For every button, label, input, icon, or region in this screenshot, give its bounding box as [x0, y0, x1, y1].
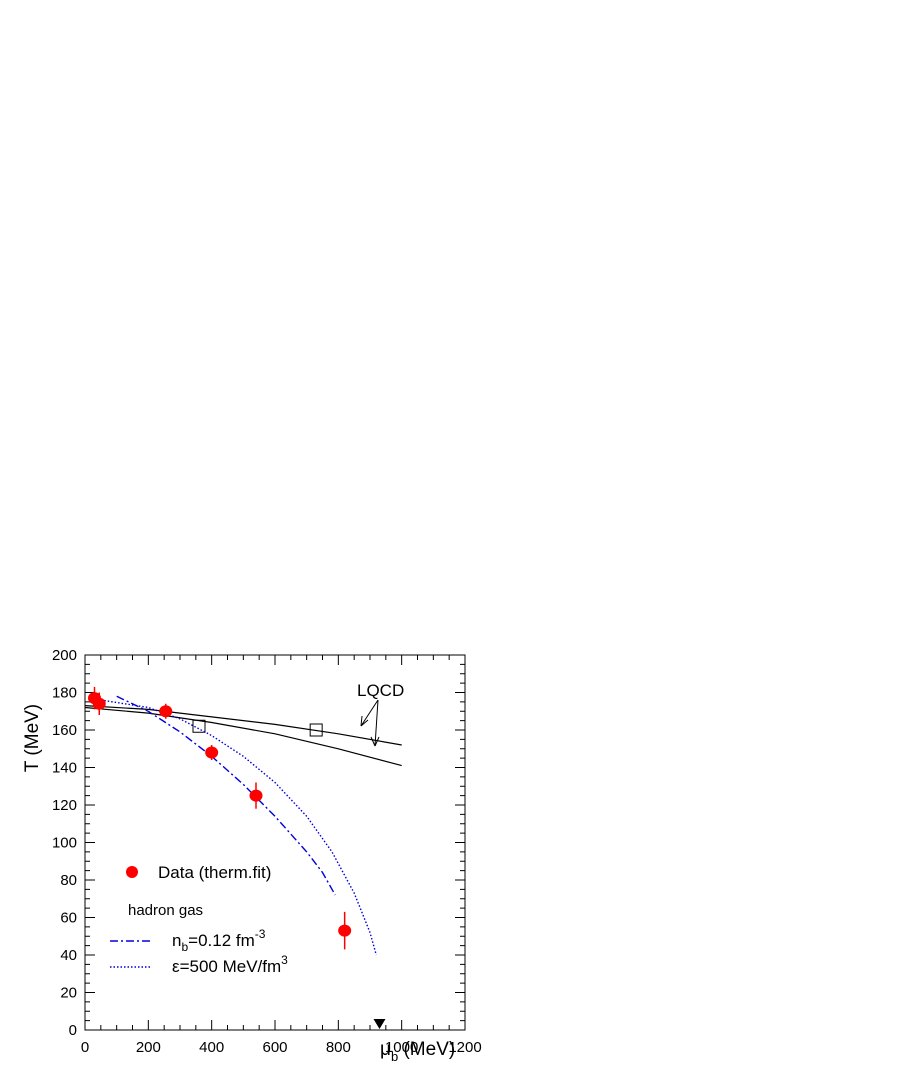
y-tick-label: 180 — [52, 685, 77, 702]
lqcd-line — [84, 705, 402, 746]
x-tick-label: 400 — [199, 1039, 224, 1056]
lqcd-arrow-2-head — [370, 736, 380, 747]
data-point — [249, 789, 263, 802]
data-points — [88, 686, 352, 950]
y-tick-label: 100 — [52, 835, 77, 852]
hadron-gas-label: hadron gas — [128, 902, 203, 919]
data-point — [159, 705, 173, 718]
data-point — [205, 746, 219, 759]
y-tick-label: 120 — [52, 797, 77, 814]
x-tick-label: 800 — [326, 1039, 351, 1056]
lqcd-arrow-1-head — [360, 715, 369, 727]
x-tick-label: 1200 — [448, 1039, 481, 1056]
y-tick-label: 200 — [52, 647, 77, 664]
x-tick-label: 0 — [81, 1039, 89, 1056]
y-tick-label: 0 — [69, 1022, 77, 1039]
lqcd-label: LQCD — [357, 681, 404, 700]
legend-data-symbol — [126, 866, 138, 878]
lqcd-line — [84, 706, 402, 767]
legend-data-label: Data (therm.fit) — [158, 863, 271, 882]
x-tick-label: 1000 — [385, 1039, 418, 1056]
legend-nb-label: nb=0.12 fm-3 — [172, 927, 266, 954]
x-tick-label: 200 — [136, 1039, 161, 1056]
lqcd-open-square — [309, 723, 323, 737]
lqcd-arrow-1 — [360, 699, 379, 727]
triangle-marker — [373, 1019, 386, 1029]
y-tick-label: 140 — [52, 760, 77, 777]
lqcd-arrow-2 — [374, 699, 379, 747]
x-tick-labels: 0 200 400 600 800 1000 1200 — [81, 1039, 482, 1056]
x-tick-label: 600 — [262, 1039, 287, 1056]
y-tick-label: 20 — [60, 985, 77, 1002]
y-tick-label: 160 — [52, 722, 77, 739]
lqcd-open-square — [192, 719, 206, 733]
lqcd-lines — [84, 705, 402, 767]
y-tick-label: 60 — [60, 910, 77, 927]
data-point — [92, 697, 106, 710]
y-tick-labels: 0 20 40 60 80 100 120 140 160 180 200 — [52, 647, 77, 1039]
y-axis-label: T (MeV) — [22, 704, 43, 772]
nb-curve — [116, 695, 336, 896]
y-tick-label: 40 — [60, 947, 77, 964]
axis-ticks — [84, 654, 466, 1031]
legend-eps-label: ε=500 MeV/fm3 — [172, 953, 288, 976]
y-tick-label: 80 — [60, 872, 77, 889]
data-point — [338, 924, 352, 937]
x-axis-label: μb (MeV) — [380, 1039, 455, 1064]
